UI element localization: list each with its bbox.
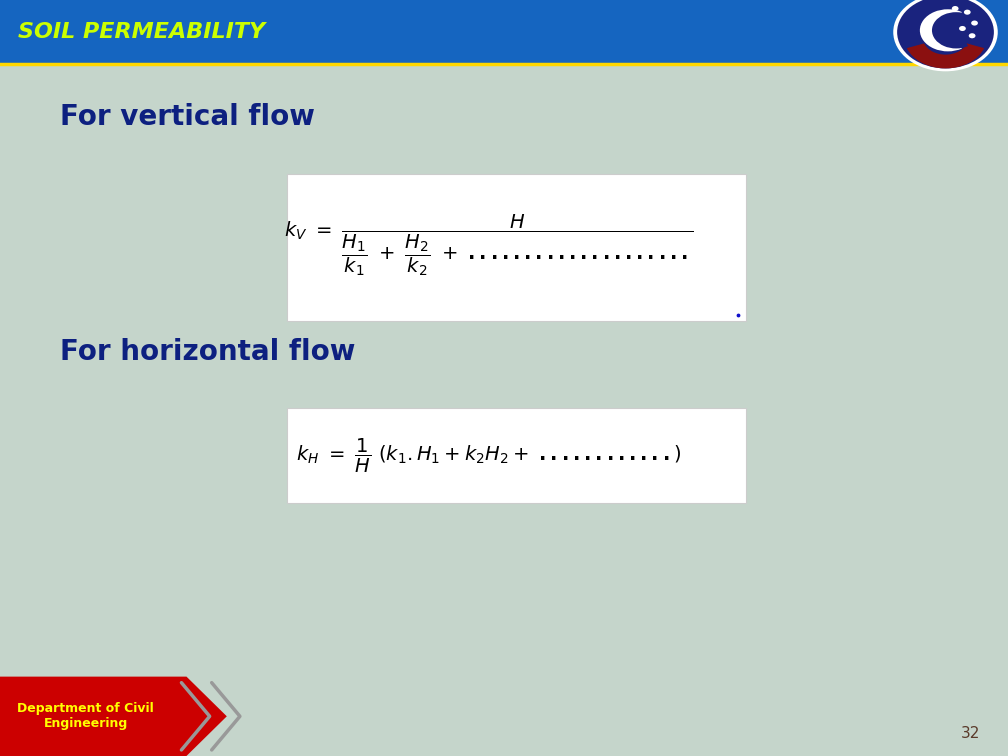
Circle shape bbox=[952, 6, 959, 11]
Circle shape bbox=[964, 10, 971, 14]
Bar bbox=[287, 174, 746, 321]
Bar bbox=[287, 408, 746, 503]
Wedge shape bbox=[920, 9, 962, 51]
Text: $k_V\ =\ \dfrac{H}{\dfrac{H_1}{k_1}\ +\ \dfrac{H_2}{k_2}\ +\ \mathbf{...........: $k_V\ =\ \dfrac{H}{\dfrac{H_1}{k_1}\ +\ … bbox=[284, 212, 694, 277]
Text: 32: 32 bbox=[961, 726, 980, 741]
Text: Department of Civil
Engineering: Department of Civil Engineering bbox=[17, 702, 154, 730]
Bar bbox=[0, 0, 1008, 64]
Wedge shape bbox=[907, 43, 984, 69]
Circle shape bbox=[897, 0, 994, 69]
Circle shape bbox=[969, 33, 976, 39]
Text: SOIL PERMEABILITY: SOIL PERMEABILITY bbox=[18, 22, 265, 42]
Text: For vertical flow: For vertical flow bbox=[60, 103, 316, 132]
Circle shape bbox=[971, 20, 978, 26]
Polygon shape bbox=[0, 677, 227, 756]
Wedge shape bbox=[932, 12, 969, 48]
Text: For horizontal flow: For horizontal flow bbox=[60, 337, 356, 366]
Circle shape bbox=[893, 0, 998, 71]
Circle shape bbox=[959, 26, 966, 31]
Text: $k_H\ =\ \dfrac{1}{H}\ (k_1.H_1 + k_2H_2 +\ \mathbf{............})$: $k_H\ =\ \dfrac{1}{H}\ (k_1.H_1 + k_2H_2… bbox=[296, 436, 681, 475]
